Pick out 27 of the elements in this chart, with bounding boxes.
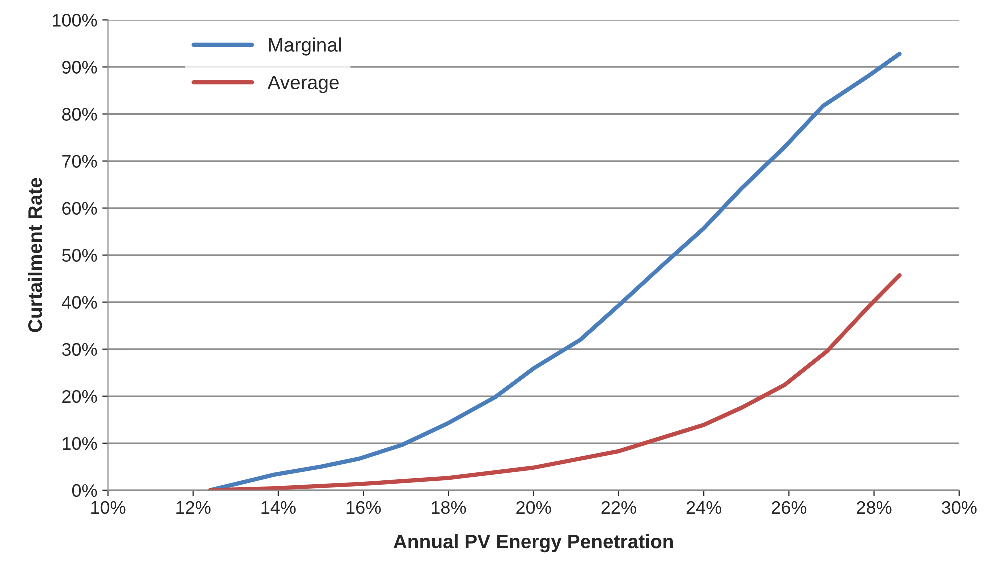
y-tick-label: 80% bbox=[62, 108, 98, 121]
x-tick-label: 16% bbox=[346, 501, 382, 514]
y-axis-title: Curtailment Rate bbox=[28, 178, 42, 332]
y-tick-label: 20% bbox=[62, 390, 98, 404]
y-tick-label: 0% bbox=[72, 484, 98, 498]
legend-label: Average bbox=[268, 76, 339, 94]
x-tick-label: 26% bbox=[772, 501, 807, 514]
x-tick-label: 18% bbox=[432, 501, 466, 514]
y-tick-label: 60% bbox=[62, 202, 98, 216]
x-tick-label: 24% bbox=[686, 501, 722, 514]
y-tick-label: 10% bbox=[63, 437, 98, 450]
y-tick-label: 30% bbox=[62, 343, 98, 356]
y-tick-label: 70% bbox=[62, 155, 98, 168]
y-tick-label: 100% bbox=[53, 14, 98, 27]
x-tick-label: 22% bbox=[602, 501, 636, 514]
x-tick-label: 12% bbox=[176, 501, 211, 514]
x-tick-label: 28% bbox=[857, 501, 892, 514]
x-tick-label: 30% bbox=[942, 501, 977, 514]
x-tick-label: 10% bbox=[92, 501, 126, 514]
y-tick-label: 90% bbox=[62, 61, 98, 74]
legend-label: Marginal bbox=[269, 38, 341, 56]
x-tick-label: 14% bbox=[262, 501, 296, 514]
x-axis-title: Annual PV Energy Penetration bbox=[394, 534, 674, 553]
line-series bbox=[208, 273, 902, 490]
y-tick-label: 50% bbox=[62, 249, 98, 262]
x-tick-label: 20% bbox=[516, 501, 552, 514]
y-tick-label: 40% bbox=[62, 296, 98, 310]
